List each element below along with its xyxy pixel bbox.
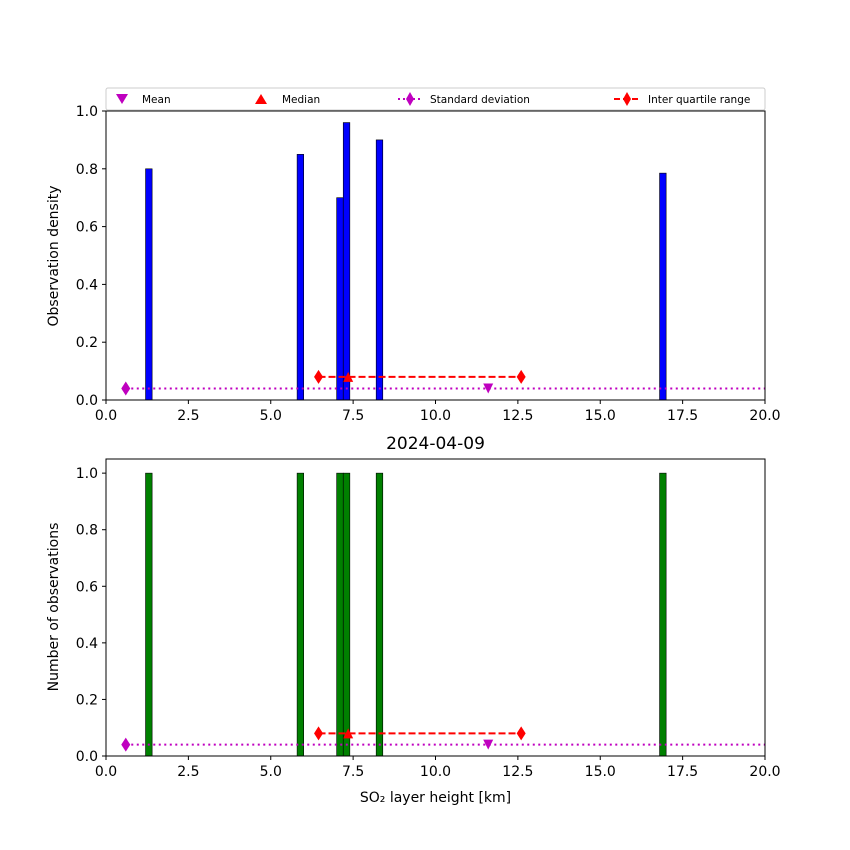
- count-panel: 2024-04-09 0.0 2.5 5.0 7.5 10.0 12.5 15.0 17.5 2…: [46, 434, 781, 806]
- density-y-tick-label-0: 0.0: [76, 393, 98, 409]
- iqr-diamond-icon: [623, 92, 631, 106]
- count-bar-5: [659, 472, 667, 757]
- mean-marker-icon: [116, 94, 128, 104]
- count-y-axis-label: Number of observations: [46, 523, 62, 692]
- density-mean-marker: [483, 383, 494, 394]
- count-y-tick-label-5: 1.0: [76, 466, 98, 482]
- density-y-tick-label-5: 1.0: [76, 104, 98, 120]
- density-std-marker: [121, 381, 131, 396]
- legend: Mean Median Standard deviation Inter qua…: [105, 87, 766, 111]
- density-x-ticks: 0.0 2.5 5.0 7.5 10.0 12.5 15.0 17.5 20.0: [95, 400, 781, 424]
- count-bar-0: [145, 472, 153, 757]
- density-bar-0: [145, 168, 153, 401]
- count-std-marker: [121, 737, 131, 752]
- count-y-tick-label-1: 0.2: [76, 692, 98, 708]
- density-x-tick-label-0: 0.0: [95, 408, 117, 424]
- count-y-tick-label-4: 0.8: [76, 523, 98, 539]
- count-x-tick-label-7: 17.5: [667, 764, 698, 780]
- count-x-tick-label-8: 20.0: [749, 764, 780, 780]
- density-y-tick-label-4: 0.8: [76, 162, 98, 178]
- density-stats: [121, 369, 765, 396]
- count-x-tick-label-2: 5.0: [260, 764, 282, 780]
- legend-entry-mean: Mean: [116, 94, 171, 106]
- count-x-ticks: 0.0 2.5 5.0 7.5 10.0 12.5 15.0 17.5 20.0: [95, 756, 781, 780]
- density-bar-1: [296, 154, 304, 401]
- density-bar-2: [336, 197, 344, 401]
- count-iqr-marker-1: [516, 726, 526, 741]
- count-x-tick-label-3: 7.5: [342, 764, 364, 780]
- density-y-tick-label-2: 0.4: [76, 277, 98, 293]
- count-y-ticks: 0.0 0.2 0.4 0.6 0.8 1.0: [76, 466, 106, 765]
- count-bar-4: [375, 472, 384, 757]
- count-stats: [121, 726, 765, 752]
- median-marker-icon: [255, 94, 267, 104]
- count-x-tick-label-0: 0.0: [95, 764, 117, 780]
- count-x-tick-label-1: 2.5: [177, 764, 199, 780]
- count-mean-marker: [483, 739, 494, 750]
- density-x-tick-label-7: 17.5: [667, 408, 698, 424]
- legend-label-std: Standard deviation: [430, 94, 530, 106]
- density-y-axis-label: Observation density: [46, 185, 62, 326]
- density-iqr-marker-0: [314, 369, 324, 384]
- density-iqr-marker-1: [516, 369, 526, 384]
- count-x-tick-label-4: 10.0: [420, 764, 451, 780]
- count-x-axis-label: SO₂ layer height [km]: [360, 790, 511, 806]
- count-bar-2: [336, 472, 344, 757]
- density-bar-4: [375, 139, 384, 401]
- density-bars: [145, 122, 667, 401]
- density-x-tick-label-1: 2.5: [177, 408, 199, 424]
- count-x-tick-label-5: 12.5: [502, 764, 533, 780]
- density-x-tick-label-6: 15.0: [585, 408, 616, 424]
- count-x-tick-label-6: 15.0: [585, 764, 616, 780]
- density-y-ticks: 0.0 0.2 0.4 0.6 0.8 1.0: [76, 104, 106, 409]
- density-x-tick-label-2: 5.0: [260, 408, 282, 424]
- legend-entry-iqr: Inter quartile range: [614, 92, 750, 106]
- legend-frame: [105, 87, 766, 111]
- density-panel: 0.0 2.5 5.0 7.5 10.0 12.5 15.0 17.5 20.0 0.00.20…: [46, 104, 781, 424]
- density-x-tick-label-5: 12.5: [502, 408, 533, 424]
- count-iqr-marker-0: [314, 726, 324, 741]
- legend-label-median: Median: [282, 94, 320, 106]
- count-bar-3: [342, 472, 351, 757]
- count-bar-1: [296, 472, 304, 757]
- count-y-tick-label-3: 0.6: [76, 579, 98, 595]
- density-x-tick-label-4: 10.0: [420, 408, 451, 424]
- legend-entry-median: Median: [255, 94, 320, 106]
- legend-label-mean: Mean: [142, 94, 171, 106]
- count-chart-title: 2024-04-09: [386, 434, 485, 454]
- count-y-tick-label-0: 0.0: [76, 749, 98, 765]
- density-x-tick-label-8: 20.0: [749, 408, 780, 424]
- density-y-tick-label-1: 0.2: [76, 335, 98, 351]
- count-y-tick-label-2: 0.4: [76, 636, 98, 652]
- legend-entry-std: Standard deviation: [398, 92, 530, 106]
- density-median-marker: [343, 371, 354, 382]
- density-x-tick-label-3: 7.5: [342, 408, 364, 424]
- density-bar-3: [342, 122, 351, 401]
- density-y-tick-label-3: 0.6: [76, 220, 98, 236]
- legend-label-iqr: Inter quartile range: [648, 94, 750, 106]
- density-bar-5: [659, 172, 667, 401]
- std-diamond-icon: [406, 92, 414, 106]
- count-median-marker: [343, 728, 354, 739]
